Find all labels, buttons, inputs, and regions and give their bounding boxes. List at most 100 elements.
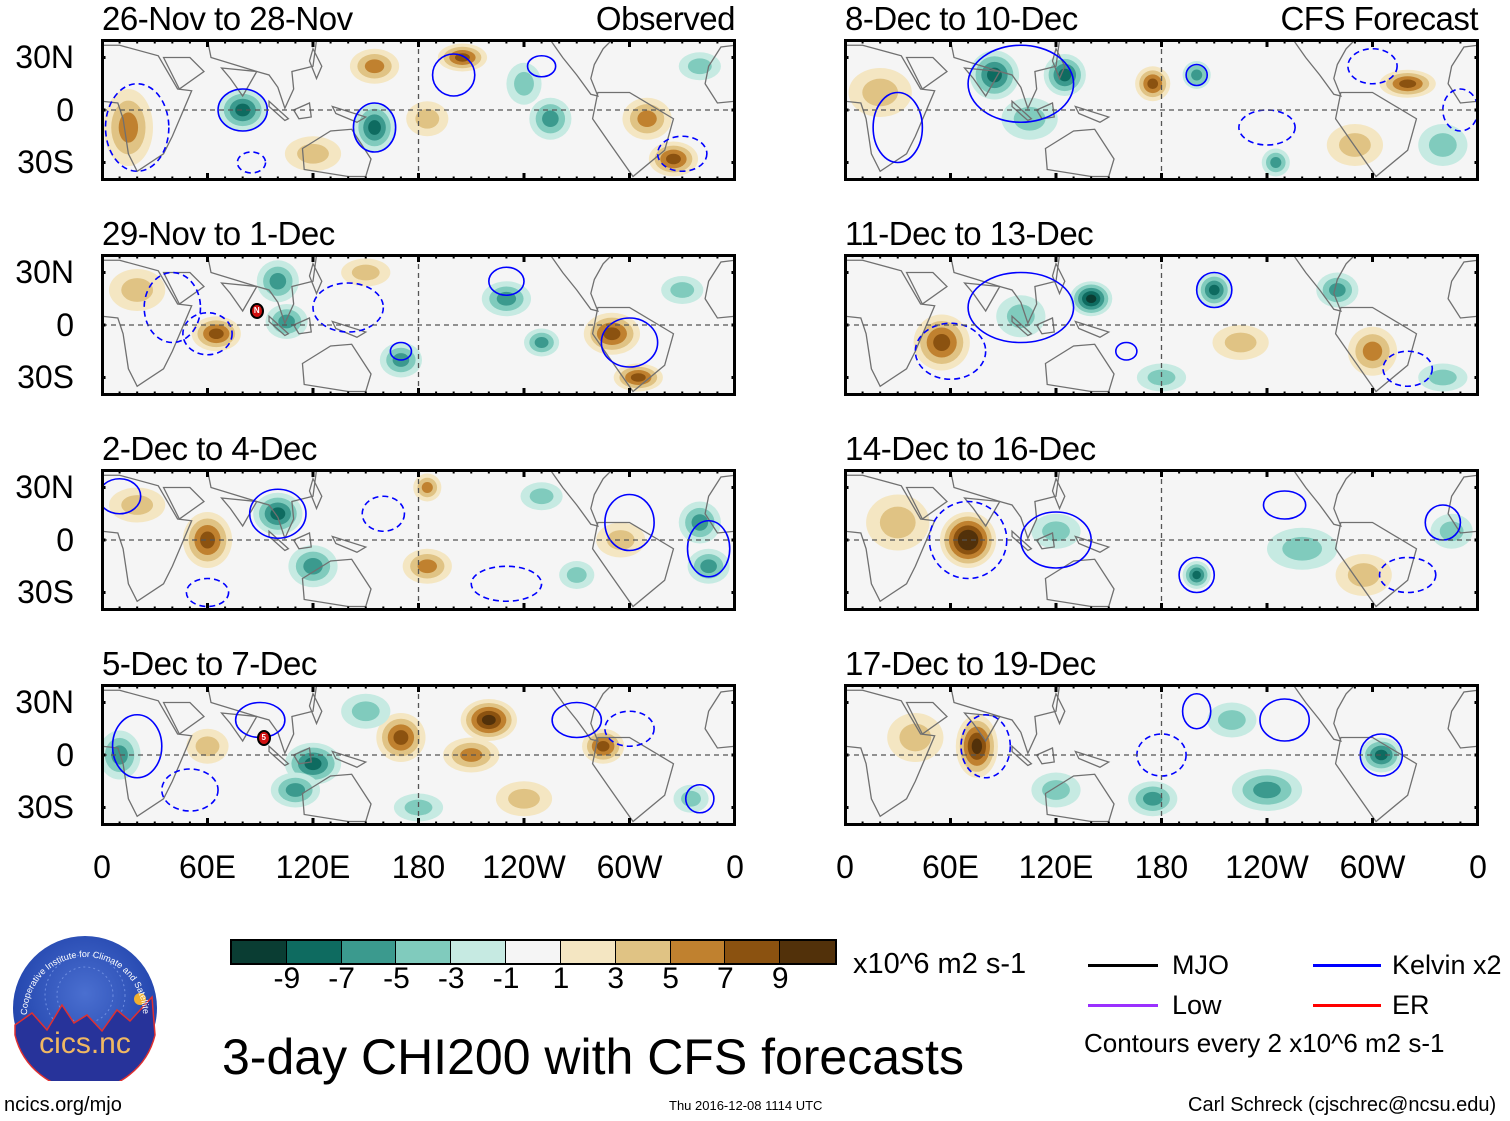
positive-anomaly	[103, 89, 153, 166]
lon-tick-label: 60E	[179, 849, 236, 885]
anomaly-contour-fill	[269, 272, 287, 290]
coastline	[164, 58, 204, 90]
negative-anomaly	[520, 482, 563, 511]
anomaly-contour-fill	[415, 108, 440, 129]
coastline	[1012, 101, 1031, 120]
anomaly-contour-fill	[529, 488, 554, 505]
colorbar-swatch	[451, 941, 507, 963]
anomaly-contour-fill	[687, 58, 712, 75]
coastline	[1037, 748, 1055, 764]
anomaly-contour-fill	[1147, 78, 1159, 90]
contour-note: Contours every 2 x10^6 m2 s-1	[1084, 1028, 1445, 1058]
legend-er: ER	[1392, 990, 1430, 1020]
coastline	[907, 488, 947, 520]
positive-anomaly	[186, 728, 229, 764]
colorbar-label: -1	[492, 962, 520, 995]
positive-anomaly	[1135, 66, 1171, 102]
negative-anomaly	[661, 276, 704, 304]
lon-tick-label: 0	[1469, 849, 1487, 885]
negative-anomaly	[1267, 527, 1338, 570]
panel-title: 11-Dec to 13-Dec	[845, 215, 1094, 252]
coastline	[593, 523, 674, 607]
anomaly-contour-fill	[1013, 106, 1046, 131]
anomaly-contour-fill	[1399, 79, 1417, 88]
coastline	[164, 273, 204, 305]
kelvin-contour-negative	[106, 84, 169, 172]
coastline	[102, 45, 192, 171]
coastline	[907, 273, 947, 305]
coastline	[269, 316, 288, 335]
lon-tick-label: 120E	[275, 849, 351, 885]
coastline	[294, 103, 312, 119]
colorbar-swatch	[560, 941, 616, 963]
coastline	[302, 559, 371, 606]
coastline	[269, 101, 288, 120]
coastline	[1293, 470, 1355, 526]
anomaly-contour-fill	[1085, 294, 1097, 304]
positive-anomaly	[1212, 325, 1269, 360]
anomaly-contour-fill	[1042, 780, 1070, 800]
colorbar-label: 7	[717, 962, 734, 995]
tropical-cyclone-marker: N	[249, 303, 264, 319]
lat-tick-label: 30N	[15, 39, 74, 75]
coastline	[1336, 308, 1417, 392]
colorbar-label: 3	[607, 962, 625, 995]
anomaly-contour-fill	[285, 783, 306, 797]
coastline	[1075, 107, 1108, 123]
kelvin-contour-negative	[1383, 351, 1432, 386]
coastline	[222, 713, 257, 741]
author-credit: Carl Schreck (cjschrec@ncsu.edu)	[1188, 1094, 1497, 1116]
coastline	[1037, 318, 1055, 334]
coastline	[965, 498, 1000, 526]
coastline	[1075, 537, 1108, 553]
mjo-line-swatch	[1088, 964, 1158, 967]
anomaly-contour-fill	[368, 120, 381, 135]
coastline	[302, 129, 371, 176]
kelvin-contour-positive	[601, 318, 657, 367]
negative-anomaly	[687, 548, 730, 584]
coastline	[332, 107, 365, 123]
coastline	[1037, 103, 1055, 119]
anomaly-contour-fill	[297, 143, 329, 164]
anomaly-contour-fill	[304, 757, 322, 771]
coastline	[1012, 531, 1031, 550]
colorbar-units: x10^6 m2 s-1	[853, 948, 1027, 980]
positive-anomaly	[460, 699, 517, 741]
panel-title: 5-Dec to 7-Dec	[102, 645, 317, 682]
positive-anomaly	[1347, 326, 1398, 376]
negative-anomaly	[559, 561, 595, 589]
anomaly-contour-fill	[1282, 536, 1323, 561]
colorbar-label: 5	[662, 962, 679, 995]
coastline	[294, 748, 312, 764]
positive-anomaly	[955, 714, 998, 778]
kelvin-contour-positive	[873, 93, 922, 163]
anomaly-map	[845, 40, 1478, 180]
lon-tick-label: 60E	[922, 849, 979, 885]
coastline	[965, 68, 1000, 96]
anomaly-contour-fill	[1339, 133, 1371, 157]
anomaly-map	[102, 470, 735, 610]
lat-tick-label: 0	[56, 737, 74, 773]
website-link[interactable]: ncics.org/mjo	[4, 1094, 122, 1116]
positive-anomaly	[939, 512, 997, 568]
positive-anomaly	[349, 48, 400, 84]
kelvin-contour-negative	[605, 711, 654, 746]
coastline	[294, 318, 312, 334]
positive-anomaly	[341, 258, 391, 287]
coastline	[1052, 694, 1064, 724]
negative-anomaly	[256, 260, 299, 303]
lon-tick-label: 60W	[596, 849, 663, 885]
kelvin-contour-negative	[1348, 49, 1397, 84]
negative-anomaly	[1136, 363, 1187, 392]
kelvin-contour-positive	[968, 45, 1074, 122]
coastline	[309, 49, 321, 79]
colorbar-swatch	[670, 941, 726, 963]
kelvin-contour-positive	[1186, 65, 1207, 86]
negative-anomaly	[1001, 97, 1058, 140]
coastline	[1045, 344, 1114, 391]
colorbar-label: -9	[273, 962, 301, 995]
coastline	[1293, 40, 1355, 96]
anomaly-contour-fill	[421, 481, 433, 494]
anomaly-contour-fill	[1208, 284, 1220, 296]
positive-anomaly	[582, 728, 625, 764]
